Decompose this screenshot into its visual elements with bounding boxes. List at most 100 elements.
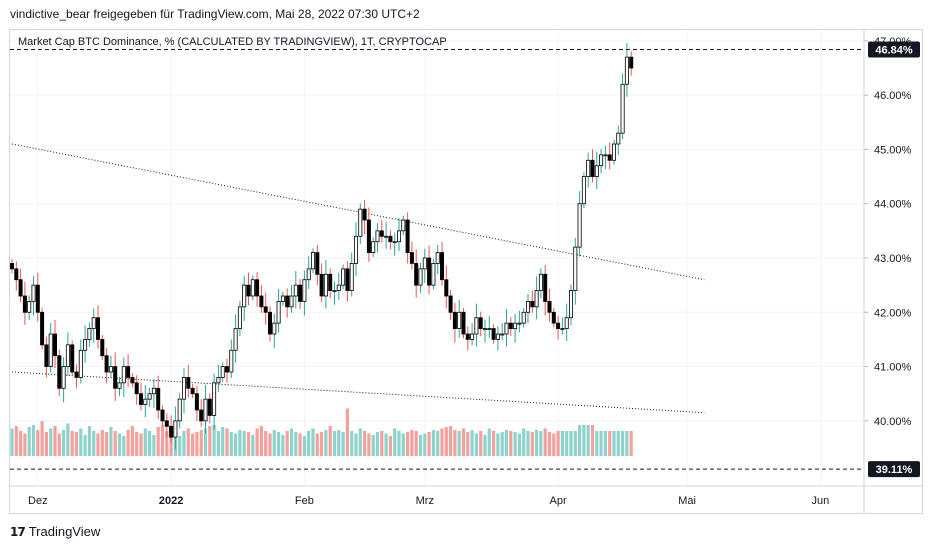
- candle-body[interactable]: [405, 219, 410, 253]
- candle-body[interactable]: [323, 273, 328, 297]
- candle-body[interactable]: [272, 322, 277, 335]
- candle-body[interactable]: [138, 393, 143, 405]
- candle-body[interactable]: [310, 252, 315, 270]
- candle-body[interactable]: [332, 290, 337, 292]
- candle-body[interactable]: [74, 371, 79, 378]
- candle-body[interactable]: [35, 284, 40, 313]
- candle-body[interactable]: [465, 333, 470, 340]
- candle-body[interactable]: [156, 387, 161, 411]
- candle-body[interactable]: [285, 295, 290, 308]
- candle-body[interactable]: [70, 344, 75, 373]
- candle-body[interactable]: [104, 355, 109, 373]
- candle-body[interactable]: [547, 301, 552, 313]
- candle-body[interactable]: [186, 377, 191, 389]
- candle-body[interactable]: [581, 176, 586, 205]
- candle-body[interactable]: [362, 208, 367, 221]
- candle-body[interactable]: [341, 268, 346, 286]
- candle-body[interactable]: [306, 268, 311, 281]
- candle-body[interactable]: [57, 355, 62, 389]
- candle-body[interactable]: [353, 235, 358, 264]
- candle-body[interactable]: [508, 322, 513, 329]
- candle-body[interactable]: [427, 257, 432, 286]
- candle-body[interactable]: [392, 241, 397, 244]
- candle-body[interactable]: [624, 56, 629, 85]
- candle-body[interactable]: [190, 387, 195, 395]
- candle-body[interactable]: [194, 393, 199, 411]
- candle-body[interactable]: [117, 382, 122, 389]
- candle-body[interactable]: [345, 268, 350, 291]
- candle-body[interactable]: [229, 349, 234, 373]
- candle-body[interactable]: [452, 311, 457, 329]
- candle-body[interactable]: [409, 252, 414, 264]
- candle-body[interactable]: [569, 290, 574, 319]
- candle-body[interactable]: [31, 284, 36, 302]
- candle-body[interactable]: [319, 273, 324, 297]
- candle-body[interactable]: [560, 328, 565, 330]
- candle-body[interactable]: [457, 311, 462, 329]
- candle-body[interactable]: [586, 159, 591, 177]
- candle-body[interactable]: [487, 328, 492, 330]
- candle-body[interactable]: [61, 366, 66, 389]
- candle-body[interactable]: [53, 333, 58, 357]
- candle-body[interactable]: [478, 317, 483, 329]
- candle-body[interactable]: [396, 230, 401, 243]
- candle-body[interactable]: [250, 279, 255, 297]
- candle-body[interactable]: [237, 306, 242, 329]
- candle-body[interactable]: [482, 328, 487, 330]
- candle-body[interactable]: [220, 366, 225, 378]
- candle-body[interactable]: [203, 398, 208, 422]
- candle-body[interactable]: [388, 235, 393, 243]
- candle-body[interactable]: [401, 219, 406, 232]
- candle-body[interactable]: [121, 366, 126, 384]
- candle-body[interactable]: [134, 382, 139, 395]
- candle-body[interactable]: [27, 301, 32, 313]
- candle-body[interactable]: [349, 263, 354, 291]
- candle-body[interactable]: [371, 241, 376, 253]
- candle-body[interactable]: [177, 398, 182, 422]
- candle-body[interactable]: [551, 311, 556, 324]
- candle-body[interactable]: [169, 425, 174, 438]
- candle-body[interactable]: [246, 284, 251, 297]
- candle-body[interactable]: [328, 273, 333, 291]
- candle-body[interactable]: [65, 344, 70, 367]
- candle-body[interactable]: [289, 295, 294, 308]
- candle-body[interactable]: [87, 328, 92, 340]
- candle-body[interactable]: [160, 409, 165, 422]
- candle-body[interactable]: [48, 333, 53, 367]
- candle-body[interactable]: [366, 219, 371, 253]
- candle-body[interactable]: [470, 333, 475, 340]
- candle-body[interactable]: [500, 333, 505, 336]
- candle-body[interactable]: [336, 284, 341, 291]
- candle-body[interactable]: [474, 317, 479, 335]
- candle-body[interactable]: [173, 420, 178, 438]
- candle-body[interactable]: [130, 377, 135, 384]
- candle-body[interactable]: [40, 311, 45, 346]
- candle-body[interactable]: [543, 273, 548, 302]
- candle-body[interactable]: [556, 322, 561, 329]
- candle-body[interactable]: [384, 235, 389, 238]
- candle-body[interactable]: [599, 154, 604, 167]
- candle-body[interactable]: [358, 208, 363, 237]
- candle-body[interactable]: [113, 366, 118, 389]
- candle-body[interactable]: [435, 252, 440, 264]
- candle-body[interactable]: [181, 377, 186, 400]
- candle-body[interactable]: [293, 284, 298, 297]
- candle-body[interactable]: [224, 366, 229, 373]
- candle-body[interactable]: [461, 311, 466, 335]
- candle-body[interactable]: [577, 203, 582, 248]
- candle-body[interactable]: [143, 398, 148, 405]
- candle-body[interactable]: [521, 311, 526, 324]
- candle-body[interactable]: [108, 366, 113, 373]
- candle-body[interactable]: [603, 154, 608, 157]
- candle-body[interactable]: [242, 284, 247, 308]
- candle-body[interactable]: [255, 279, 260, 297]
- candle-body[interactable]: [96, 317, 101, 340]
- candle-body[interactable]: [431, 263, 436, 286]
- candle-body[interactable]: [444, 279, 449, 297]
- candle-body[interactable]: [207, 398, 212, 416]
- tradingview-logo[interactable]: 17 TradingView: [10, 524, 100, 539]
- candle-body[interactable]: [534, 290, 539, 308]
- candle-body[interactable]: [422, 257, 427, 270]
- candle-body[interactable]: [607, 154, 612, 161]
